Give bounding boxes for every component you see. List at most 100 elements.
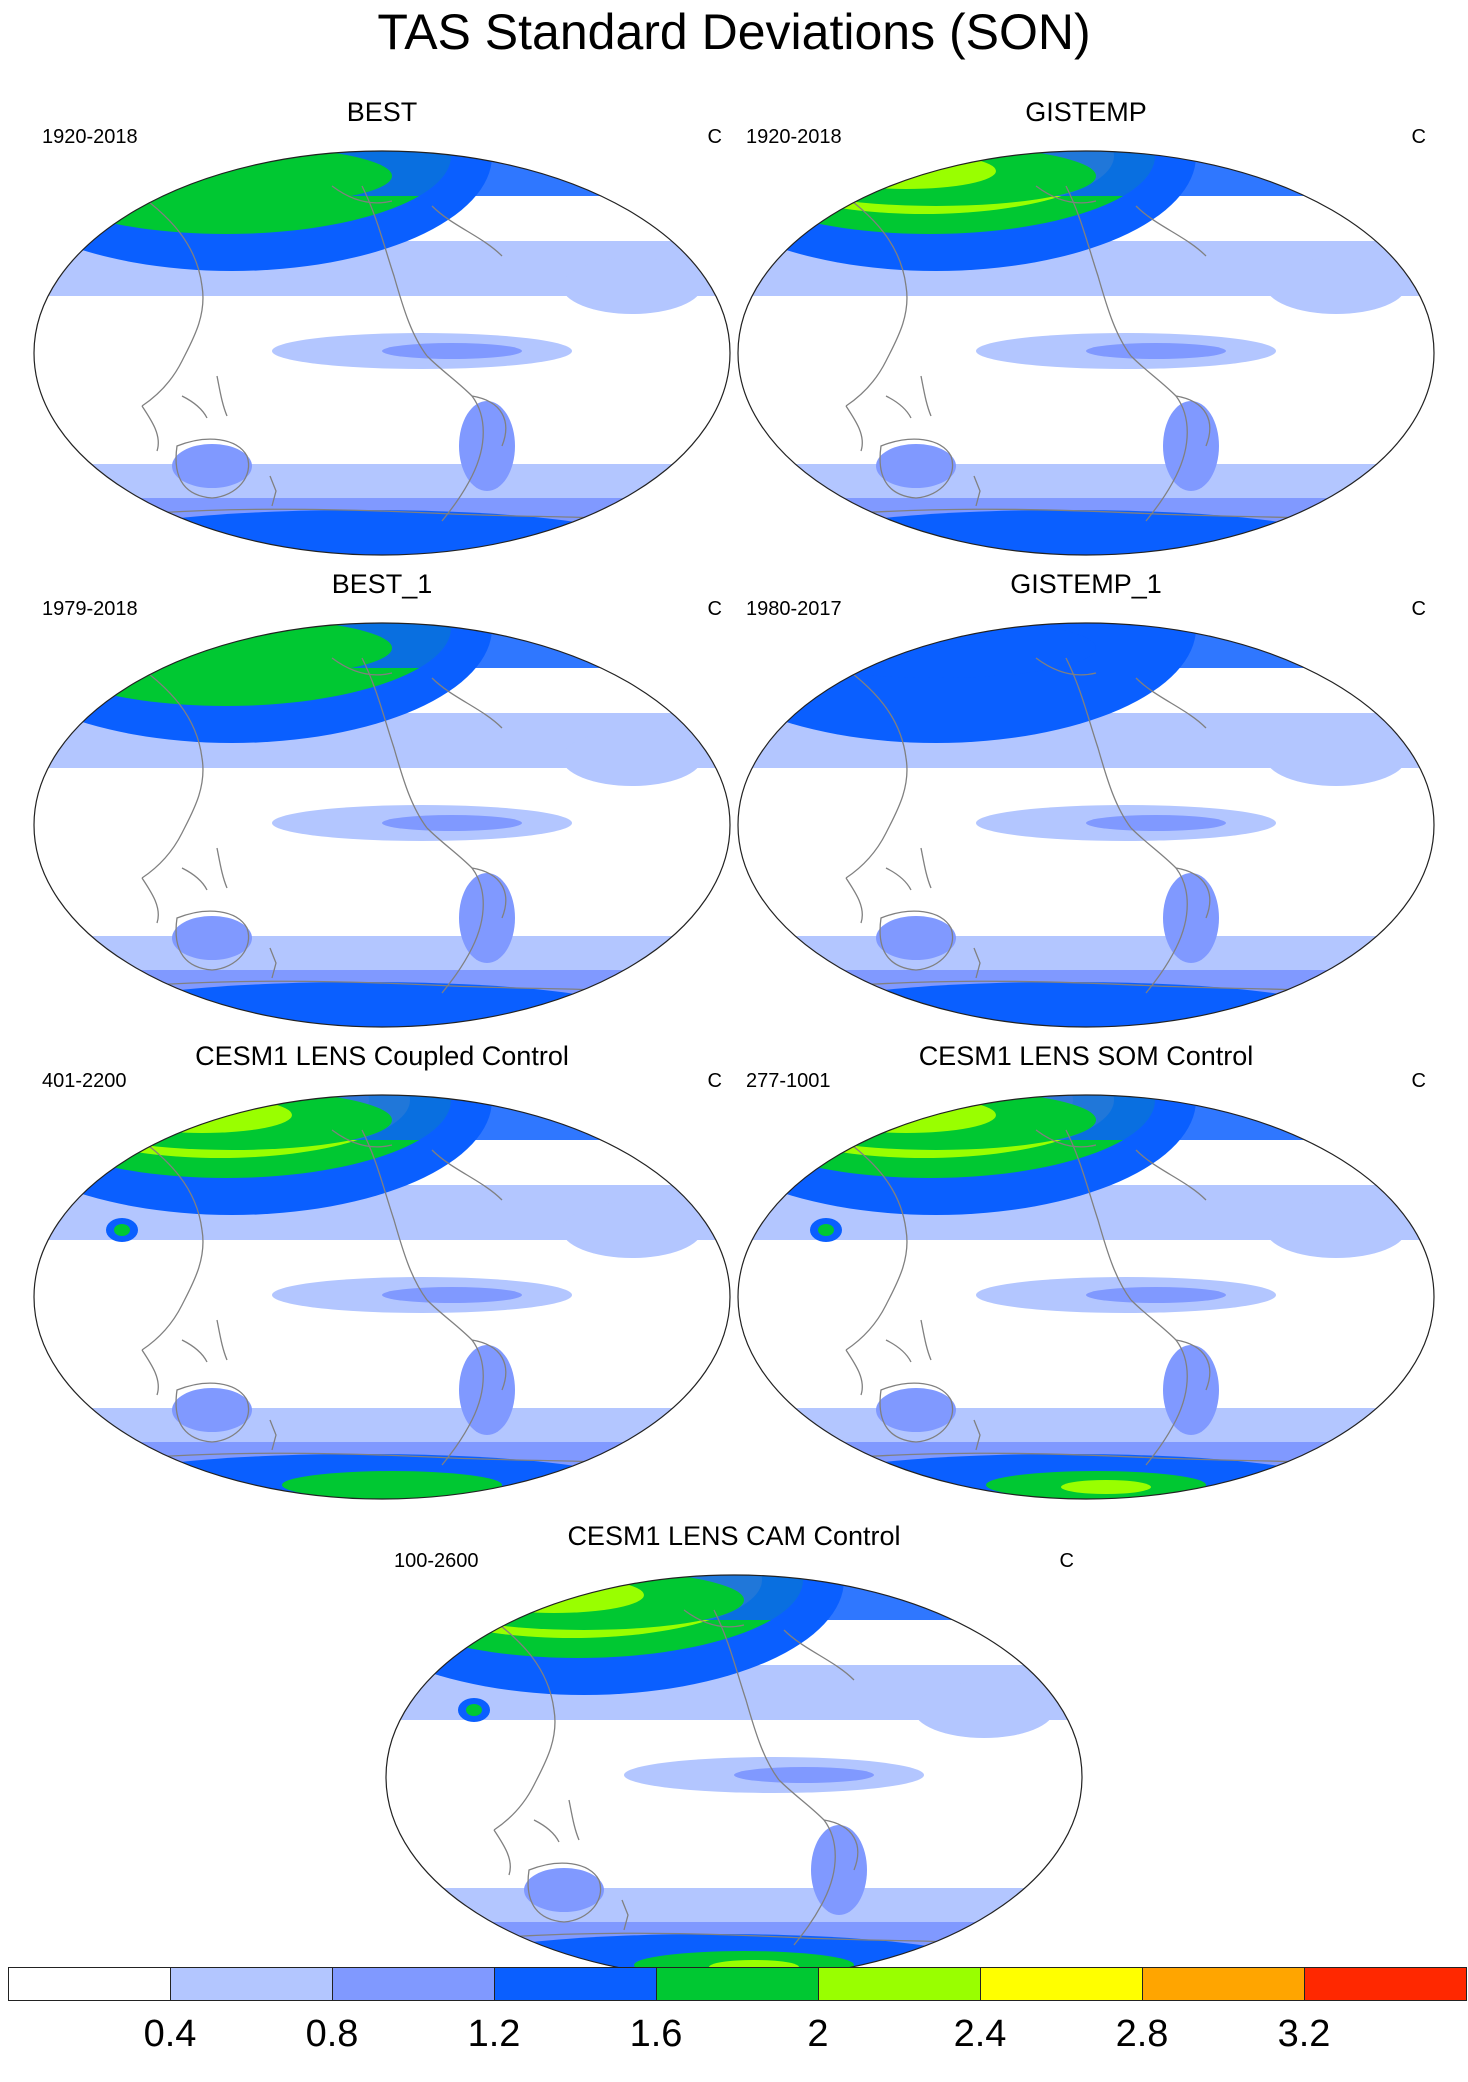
map-tropical-core (734, 1767, 874, 1783)
map-coastline (431, 677, 503, 729)
map-australia-patch (172, 916, 252, 960)
map-coastline (830, 657, 908, 879)
map-coastline (1130, 355, 1188, 522)
map-panel-best: BEST 1920-2018 C (32, 96, 732, 556)
colorbar-tick-label: 1.6 (629, 2013, 683, 2055)
map-asia-hotspot-core (114, 1224, 130, 1236)
panel-unit: C (707, 598, 722, 620)
map-coastline (471, 867, 507, 919)
map-south-america-patch (459, 401, 515, 491)
map-coastline (1035, 1129, 1097, 1148)
panel-unit: C (1411, 598, 1426, 620)
map-field (34, 623, 730, 1027)
map-coastline (216, 1319, 228, 1361)
map-coastline (126, 185, 204, 407)
map-south-america-patch (1163, 401, 1219, 491)
map-field (34, 1095, 730, 1499)
map-arctic-core (72, 151, 392, 206)
map-coastline (216, 375, 228, 417)
map-gistemp-1 (737, 622, 1435, 1028)
map-coastline (141, 1349, 159, 1396)
map-arctic-core (776, 623, 1096, 678)
map-south-america-patch (459, 873, 515, 963)
map-outline (33, 150, 731, 556)
panel-period: 1920-2018 (42, 126, 138, 148)
map-australia-patch (172, 444, 252, 488)
map-coastline (830, 185, 908, 407)
map-coastline (361, 185, 428, 357)
map-coastline (973, 1419, 981, 1451)
map-coastline (1175, 395, 1211, 447)
panel-unit: C (1411, 1070, 1426, 1092)
map-coastline (1130, 827, 1188, 994)
map-coastline (1035, 185, 1097, 204)
map-coastline (431, 205, 503, 257)
map-coastline (713, 1609, 780, 1781)
map-tropical-core (382, 343, 522, 359)
map-coastline (181, 867, 208, 891)
map-field (738, 1095, 1434, 1499)
panel-period: 1979-2018 (42, 598, 138, 620)
map-tropical-core (382, 1287, 522, 1303)
map-coastline (361, 1129, 428, 1301)
map-coastline (1175, 867, 1211, 919)
map-outline (33, 1094, 731, 1500)
map-coastline (973, 947, 981, 979)
map-coastline (1175, 1339, 1211, 1391)
panel-title: BEST_1 (331, 569, 433, 599)
map-atlantic-patch (914, 1682, 1054, 1738)
map-tropical-core (1086, 343, 1226, 359)
map-coastline (426, 355, 484, 522)
map-coastline (269, 475, 277, 507)
map-coastline (845, 405, 863, 452)
map-coastline (426, 1299, 484, 1466)
map-south-america-patch (1163, 873, 1219, 963)
panel-title: CESM1 LENS Coupled Control (195, 1041, 569, 1071)
map-field (738, 623, 1434, 1027)
map-coastline (1065, 1129, 1132, 1301)
map-coastline (493, 1829, 511, 1876)
map-field (738, 151, 1434, 555)
map-coastline (331, 1129, 393, 1148)
map-arctic-inner (112, 1097, 292, 1133)
map-coastline (527, 1862, 602, 1923)
map-outline (737, 622, 1435, 1028)
map-coastline (175, 1382, 250, 1443)
colorbar-box (818, 1967, 981, 2001)
map-arctic-core (72, 623, 392, 678)
map-arctic-inner (816, 153, 996, 189)
panel-unit: C (1059, 1550, 1074, 1572)
map-coastline (126, 1129, 204, 1351)
map-best (33, 150, 731, 556)
map-atlantic-patch (1266, 258, 1406, 314)
map-coastline (1135, 677, 1207, 729)
map-coastline (331, 657, 393, 676)
panel-unit: C (707, 1070, 722, 1092)
panel-title: GISTEMP (1025, 97, 1147, 127)
map-coastline (920, 1319, 932, 1361)
map-coastline (783, 1629, 855, 1681)
map-coastline (141, 877, 159, 924)
map-arctic-max (846, 1105, 886, 1117)
colorbar-box (8, 1967, 171, 2001)
map-coastline (1035, 657, 1097, 676)
map-field (386, 1575, 1082, 1979)
map-coastline (973, 475, 981, 507)
map-coastline (269, 1419, 277, 1451)
panel-period: 401-2200 (42, 1070, 127, 1092)
map-arctic-max (142, 1105, 182, 1117)
colorbar (8, 1967, 1467, 2003)
map-coastline (181, 1339, 208, 1363)
map-coastline (879, 438, 954, 499)
map-coastline (269, 947, 277, 979)
map-coastline (920, 847, 932, 889)
colorbar-tick-label: 1.2 (467, 2013, 521, 2055)
map-coastline (879, 1382, 954, 1443)
panel-period: 1920-2018 (746, 126, 842, 148)
map-coastline (823, 1819, 859, 1871)
map-field (34, 151, 730, 555)
map-atlantic-patch (562, 1202, 702, 1258)
map-australia-patch (876, 1388, 956, 1432)
map-outline (737, 1094, 1435, 1500)
colorbar-tick-label: 2.8 (1115, 2013, 1169, 2055)
